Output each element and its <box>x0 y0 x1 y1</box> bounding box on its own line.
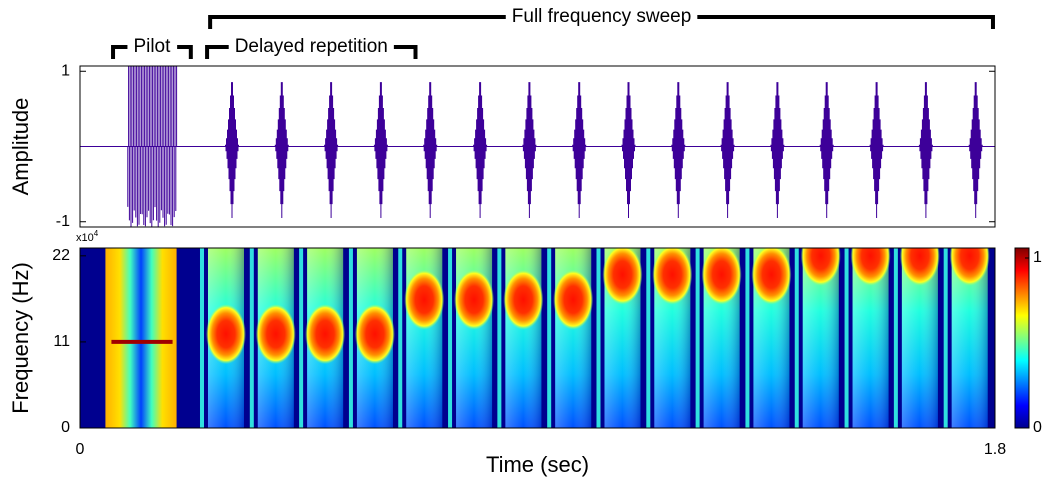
burst-peak <box>701 248 742 305</box>
x-axis-label: Time (sec) <box>486 452 589 477</box>
burst-edge <box>844 248 849 428</box>
burst-edge <box>646 248 651 428</box>
annotation-label: Full frequency sweep <box>512 6 692 27</box>
burst-edge <box>348 248 353 428</box>
burst <box>373 82 388 218</box>
waveform-panel: 1 -1 Amplitude <box>8 62 996 230</box>
burst-peak <box>454 269 495 330</box>
burst <box>671 82 686 218</box>
burst-peak <box>205 304 246 365</box>
burst <box>473 82 488 218</box>
burst <box>225 82 239 218</box>
colorbar <box>1014 247 1030 429</box>
burst-edge <box>398 248 403 428</box>
burst <box>819 82 834 218</box>
burst <box>324 82 339 218</box>
multiplier-exponent: 4 <box>94 229 99 238</box>
burst <box>770 82 785 218</box>
y-tick-label: -1 <box>56 213 70 230</box>
burst-edge <box>199 248 204 428</box>
x-tick-label: 1.8 <box>984 441 1006 458</box>
y-axis-label: Amplitude <box>8 98 33 196</box>
burst-peak <box>553 269 594 330</box>
burst-edge <box>794 248 799 428</box>
burst-peak <box>503 269 544 330</box>
y-multiplier: x104 <box>76 229 99 244</box>
plot-area <box>80 66 995 227</box>
spectrogram-panel: 0 11 22 0 1.8 x104 Time (sec) Frequency (Hz) 0 1 <box>8 229 1042 477</box>
burst <box>968 82 983 218</box>
burst-peak <box>652 248 693 305</box>
burst-peak <box>255 304 296 365</box>
y-tick-label: 0 <box>61 419 70 436</box>
burst-edge <box>943 248 948 428</box>
burst-peak <box>751 248 792 305</box>
annotation-label: Pilot <box>133 36 171 57</box>
y-tick-label: 11 <box>53 333 70 350</box>
burst-edge <box>745 248 750 428</box>
pilot-band <box>105 248 177 428</box>
annotation-label: Delayed repetition <box>235 36 388 57</box>
burst <box>572 82 587 218</box>
burst-peak <box>899 248 940 286</box>
burst-edge <box>249 248 254 428</box>
annotation-bg <box>505 6 698 28</box>
burst-peak <box>305 304 346 365</box>
burst-edge <box>596 248 601 428</box>
multiplier-base: x10 <box>76 232 94 244</box>
burst-peak <box>354 304 395 365</box>
annotation-bg <box>127 36 178 58</box>
burst <box>869 82 884 218</box>
colorbar-tick-label: 1 <box>1033 249 1042 266</box>
burst <box>423 82 438 218</box>
annotation-bg <box>228 36 394 58</box>
plot-area <box>80 248 995 428</box>
colorbar-tick-label: 0 <box>1033 419 1042 436</box>
x-tick-label: 0 <box>76 441 85 458</box>
burst-peak <box>404 269 445 330</box>
burst-edge <box>547 248 552 428</box>
axes-frame <box>79 65 996 228</box>
annotations: Pilot Delayed repetition Full frequency sw… <box>111 6 995 59</box>
axes-frame <box>79 247 996 429</box>
burst-edge <box>893 248 898 428</box>
burst <box>522 82 537 218</box>
y-axis-label: Frequency (Hz) <box>8 262 33 414</box>
burst-edge <box>299 248 304 428</box>
burst <box>274 82 289 218</box>
burst <box>918 82 933 218</box>
burst <box>720 82 735 218</box>
burst-edge <box>695 248 700 428</box>
burst <box>621 82 636 218</box>
burst-peak <box>850 248 891 286</box>
burst-edge <box>497 248 502 428</box>
pilot-signal <box>127 66 178 227</box>
burst-peak <box>602 248 643 305</box>
burst-peak <box>949 248 990 286</box>
y-tick-label: 22 <box>52 247 70 264</box>
burst-peak <box>800 248 841 286</box>
y-tick-label: 1 <box>61 62 70 79</box>
burst-edge <box>448 248 453 428</box>
